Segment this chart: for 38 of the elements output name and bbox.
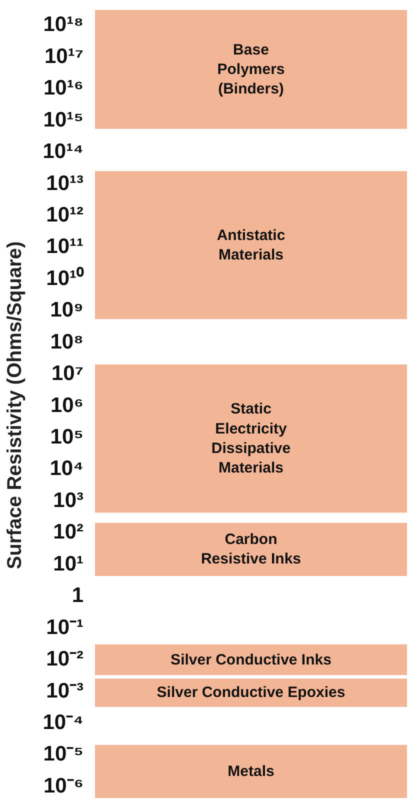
y-tick-label: 10⁸ [50,330,84,354]
y-tick-label: 10⁵ [50,426,84,449]
y-tick-label: 10¹⁵ [43,108,84,132]
y-tick-label: 10¹⁸ [43,13,84,36]
y-tick-label: 10² [53,520,84,544]
y-tick-label: 10¹³ [46,172,84,195]
y-tick-label: 10¹⁰ [46,266,84,290]
y-tick-label: 10⁻⁶ [43,774,84,798]
bar [94,170,408,320]
y-tick-label: 10⁴ [50,457,84,480]
y-tick-label: 1 [72,584,84,608]
y-tick-label: 10⁻³ [46,679,84,702]
y-tick-label: 10¹ [53,552,84,576]
y-tick-label: 10⁻² [46,648,84,671]
series-label: Antistatic Materials [216,226,286,264]
series-label: Carbon Resistive Inks [200,531,302,568]
y-axis-title: Surface Resistivity (Ohms/Square) [4,241,26,570]
y-tick-label: 10¹⁶ [43,76,84,100]
y-tick-label: 10¹⁴ [42,140,84,164]
y-tick-label: 10¹⁷ [44,44,84,68]
y-tick-label: 10⁶ [50,394,84,417]
y-tick-label: 10⁻⁵ [43,742,84,766]
series-label: Silver Conductive Epoxies [156,684,346,702]
series-label: Metals [228,762,274,780]
series-label: Silver Conductive Inks [170,651,332,668]
bar [94,364,408,514]
y-tick-label: 10³ [53,488,84,512]
bar [94,9,408,130]
y-tick-label: 10⁹ [50,298,84,322]
y-tick-label: 10⁻¹ [46,616,84,639]
series-label: Base Polymers (Binders) [217,41,285,98]
series-label: Static Electricity Dissipative Materials [211,400,291,476]
y-tick-label: 10⁻⁴ [42,710,84,734]
y-tick-label: 10¹¹ [46,235,84,258]
y-tick-label: 10¹² [46,203,84,226]
y-tick-label: 10⁷ [51,362,84,386]
bar [94,744,408,800]
bar [94,522,408,578]
